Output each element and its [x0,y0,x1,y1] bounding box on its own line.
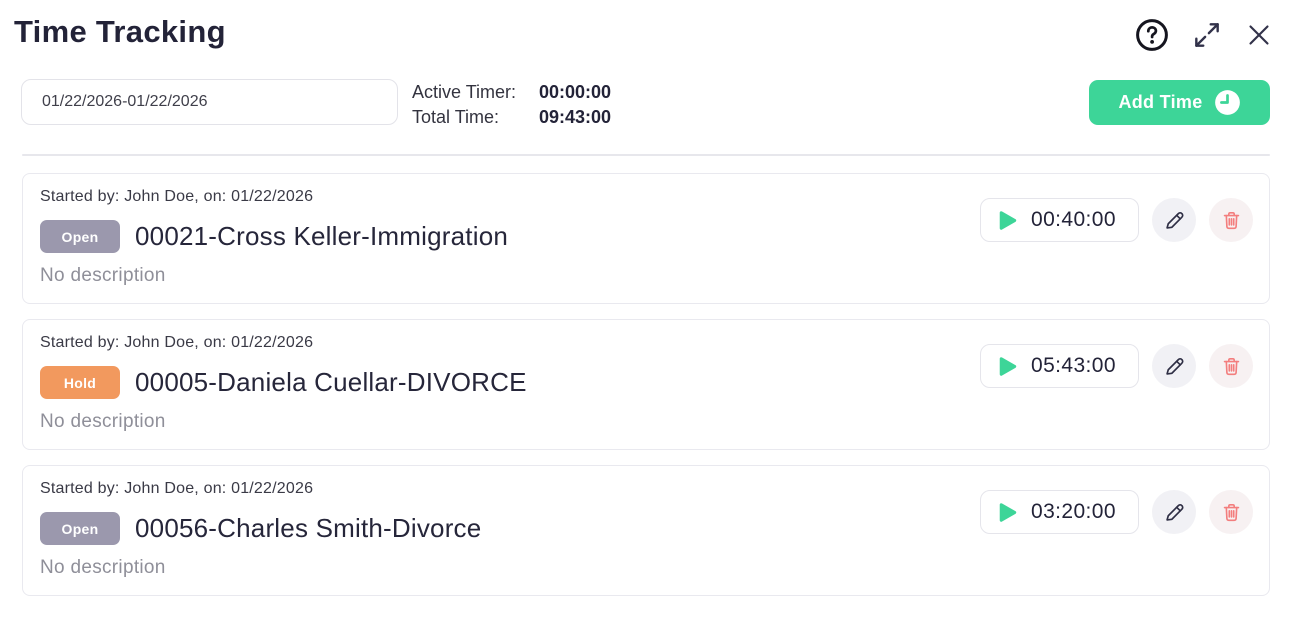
play-timer-button[interactable] [994,500,1019,525]
edit-entry-button[interactable] [1152,490,1196,534]
play-icon [994,500,1019,525]
delete-entry-button[interactable] [1209,490,1253,534]
case-title: 00021-Cross Keller-Immigration [135,221,509,251]
entry-description: No description [40,265,166,286]
status-badge: Hold [40,366,120,399]
date-range-input[interactable] [21,79,398,125]
add-time-button[interactable]: Add Time [1089,80,1270,125]
page-title: Time Tracking [14,14,226,49]
play-timer-button[interactable] [994,208,1019,233]
add-time-label: Add Time [1118,92,1203,112]
header-actions [1134,17,1274,53]
divider [22,154,1270,156]
clock-icon [1214,89,1241,116]
case-title: 00056-Charles Smith-Divorce [135,513,482,543]
entry-timer-box: 00:40:00 [980,198,1139,242]
total-time-row: Total Time: 09:43:00 [412,105,611,130]
case-title: 00005-Daniela Cuellar-DIVORCE [135,367,527,397]
active-timer-row: Active Timer: 00:00:00 [412,80,611,105]
total-time-label: Total Time: [412,107,500,127]
status-badge: Open [40,220,120,253]
active-timer-label: Active Timer: [412,82,517,102]
entry-timer-box: 03:20:00 [980,490,1139,534]
entry-time: 05:43:00 [1031,354,1116,377]
time-entries-list: Started by: John Doe, on: 01/22/2026 Ope… [22,173,1270,596]
trash-icon [1220,209,1243,232]
time-entry-card: Started by: John Doe, on: 01/22/2026 Hol… [22,319,1270,450]
trash-icon [1220,501,1243,524]
entry-controls: 03:20:00 [980,490,1253,534]
time-entry-card: Started by: John Doe, on: 01/22/2026 Ope… [22,465,1270,596]
entry-meta: Started by: John Doe, on: 01/22/2026 [40,188,314,205]
header: Time Tracking [0,0,1296,53]
entry-title-row: Open 00056-Charles Smith-Divorce [40,512,1252,545]
edit-pencil-icon [1162,500,1187,525]
delete-entry-button[interactable] [1209,198,1253,242]
entry-time: 03:20:00 [1031,500,1116,523]
edit-entry-button[interactable] [1152,198,1196,242]
entry-description: No description [40,557,166,578]
entry-title-row: Open 00021-Cross Keller-Immigration [40,220,1252,253]
trash-icon [1220,355,1243,378]
entry-timer-box: 05:43:00 [980,344,1139,388]
toolbar: Active Timer: 00:00:00 Total Time: 09:43… [21,79,1270,130]
edit-entry-button[interactable] [1152,344,1196,388]
entry-meta: Started by: John Doe, on: 01/22/2026 [40,480,314,497]
time-entry-card: Started by: John Doe, on: 01/22/2026 Ope… [22,173,1270,304]
help-button[interactable] [1134,17,1170,53]
delete-entry-button[interactable] [1209,344,1253,388]
x-close-icon [1244,20,1274,50]
entry-controls: 05:43:00 [980,344,1253,388]
entry-title-row: Hold 00005-Daniela Cuellar-DIVORCE [40,366,1252,399]
expand-button[interactable] [1191,19,1223,51]
entry-description: No description [40,411,166,432]
close-button[interactable] [1244,20,1274,50]
entry-meta: Started by: John Doe, on: 01/22/2026 [40,334,314,351]
diagonal-expand-arrows-icon [1191,19,1223,51]
edit-pencil-icon [1162,354,1187,379]
play-timer-button[interactable] [994,354,1019,379]
status-badge: Open [40,512,120,545]
entry-controls: 00:40:00 [980,198,1253,242]
entry-time: 00:40:00 [1031,208,1116,231]
timer-summary: Active Timer: 00:00:00 Total Time: 09:43… [412,80,611,130]
active-timer-value: 00:00:00 [539,82,612,102]
total-time-value: 09:43:00 [539,107,612,127]
play-icon [994,354,1019,379]
question-mark-circle-icon [1134,17,1170,53]
play-icon [994,208,1019,233]
edit-pencil-icon [1162,208,1187,233]
